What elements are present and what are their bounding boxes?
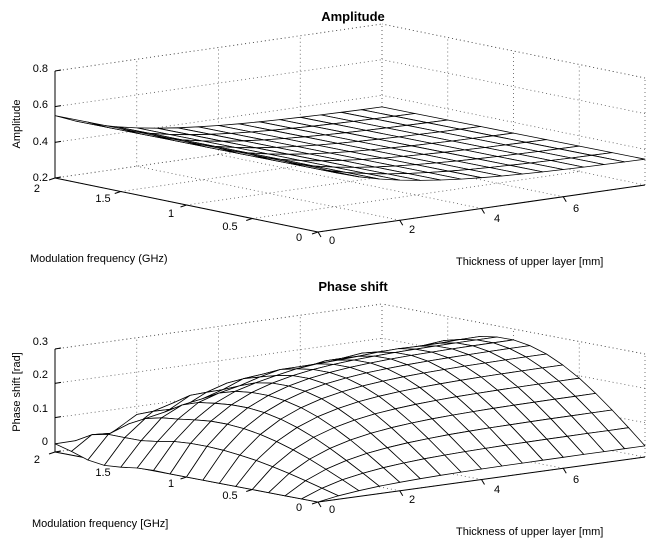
- phase-title: Phase shift: [318, 279, 388, 294]
- phase-x-tick: 4: [494, 484, 500, 496]
- phase-frame-line: [381, 303, 646, 355]
- phase-y-tick-mark: [180, 476, 187, 480]
- amplitude-title: Amplitude: [321, 9, 385, 24]
- amplitude-grid-line: [218, 154, 482, 209]
- phase-y-tick: 0: [296, 502, 302, 514]
- phase-z-label: Phase shift [rad]: [11, 352, 23, 432]
- amplitude-y-tick-mark: [48, 177, 56, 181]
- phase-z-tick-mark: [54, 381, 62, 384]
- amplitude-y-tick-mark: [311, 231, 319, 235]
- amplitude-grid-line: [54, 59, 383, 108]
- amplitude-y-tick: 1.5: [95, 193, 110, 205]
- amplitude-x-tick-mark: [481, 208, 485, 214]
- amplitude-y-tick: 2: [34, 183, 40, 195]
- amplitude-frame-line: [381, 23, 646, 79]
- amplitude-x-tick-mark: [317, 231, 322, 238]
- phase-z-tick: 0.2: [33, 369, 48, 381]
- phase-x-tick-mark: [399, 490, 404, 497]
- amplitude-y-tick-mark: [180, 204, 187, 208]
- amplitude-chart: Amplitude Amplitude Modulation frequency…: [11, 9, 646, 268]
- amplitude-x-tick: 4: [494, 213, 500, 225]
- phase-y-tick: 0.5: [222, 490, 237, 502]
- amplitude-surface-patch: [284, 160, 339, 174]
- amplitude-z-tick: 0.8: [33, 63, 48, 75]
- amplitude-z-tick-mark: [54, 69, 62, 72]
- phase-z-tick-mark: [54, 347, 62, 350]
- phase-z-tick-mark: [54, 416, 62, 419]
- amplitude-y-tick: 0: [296, 232, 302, 244]
- amplitude-y-tick: 0.5: [222, 221, 237, 233]
- amplitude-z-tick-mark: [54, 140, 62, 143]
- phase-y-tick: 1: [168, 478, 174, 490]
- amplitude-z-tick: 0.6: [33, 99, 48, 111]
- phase-x-tick-mark: [562, 467, 567, 474]
- amplitude-axes: [48, 69, 646, 238]
- amplitude-y-tick-mark: [114, 191, 121, 194]
- amplitude-x-tick: 2: [409, 224, 415, 236]
- phase-z-tick-mark: [54, 450, 62, 453]
- amplitude-grid-line: [381, 59, 646, 115]
- phase-x-tick: 2: [409, 494, 415, 506]
- amplitude-z-tick: 0.4: [33, 136, 48, 148]
- amplitude-frame-line: [54, 23, 383, 72]
- amplitude-x-label: Thickness of upper layer [mm]: [456, 256, 603, 268]
- amplitude-grid-line: [300, 142, 564, 198]
- phase-x-tick-mark: [481, 479, 485, 485]
- amplitude-grid-line: [381, 94, 646, 150]
- amplitude-x-tick: 6: [573, 203, 579, 215]
- phase-y-tick-mark: [246, 489, 253, 492]
- amplitude-z-tick-mark: [54, 105, 62, 108]
- phase-x-tick: 0: [329, 504, 335, 516]
- phase-y-tick: 1.5: [95, 467, 110, 479]
- phase-z-tick: 0.3: [33, 336, 48, 348]
- amplitude-x-tick: 0: [329, 235, 335, 247]
- phase-x-tick-mark: [317, 501, 322, 508]
- amplitude-y-tick-mark: [246, 218, 253, 221]
- phase-y-tick-mark: [311, 501, 319, 505]
- amplitude-grid-line: [381, 130, 646, 186]
- phase-y-label: Modulation frequency [GHz]: [32, 518, 168, 530]
- amplitude-y-label: Modulation frequency (GHz): [30, 253, 168, 265]
- phase-chart: Phase shift Phase shift [rad] Modulation…: [11, 279, 646, 538]
- amplitude-x-tick-mark: [399, 219, 404, 226]
- phase-frame-line: [54, 303, 383, 350]
- amplitude-z-tick-mark: [54, 176, 62, 179]
- amplitude-grid-line: [136, 165, 400, 221]
- phase-surface-patch: [301, 487, 339, 503]
- phase-z-tick: 0.1: [33, 403, 48, 415]
- amplitude-z-tick: 0.2: [33, 172, 48, 184]
- phase-surface: [54, 335, 646, 503]
- amplitude-surface: [54, 106, 646, 181]
- phase-y-tick: 2: [34, 454, 40, 466]
- phase-z-tick: 0: [42, 436, 48, 448]
- phase-x-label: Thickness of upper layer [mm]: [456, 526, 603, 538]
- phase-x-tick: 6: [573, 474, 579, 486]
- phase-grid-line: [381, 337, 646, 389]
- amplitude-x-tick-mark: [562, 196, 567, 203]
- phase-y-tick-mark: [48, 451, 56, 455]
- amplitude-z-label: Amplitude: [11, 100, 23, 149]
- amplitude-y-tick: 1: [168, 208, 174, 220]
